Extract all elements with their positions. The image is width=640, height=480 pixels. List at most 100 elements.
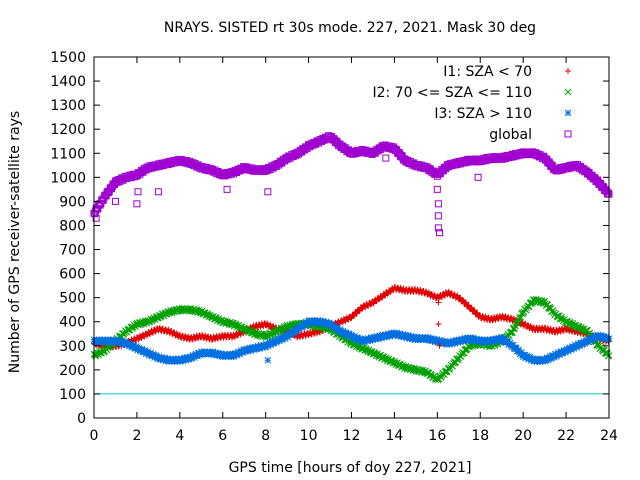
- data-point: [384, 290, 391, 297]
- data-point: [404, 332, 412, 339]
- data-point: [491, 338, 499, 345]
- data-point: [154, 188, 162, 196]
- x-tick-label: 24: [600, 428, 618, 444]
- data-point: [414, 336, 422, 344]
- data-point: [347, 315, 354, 322]
- data-point: [264, 356, 272, 364]
- data-point: [374, 333, 381, 341]
- data-point: [433, 336, 440, 343]
- data-point: [536, 358, 544, 366]
- x-tick-label: 18: [471, 428, 489, 444]
- data-point: [535, 355, 542, 363]
- data-point: [369, 336, 377, 344]
- data-point: [115, 337, 123, 344]
- data-point: [172, 355, 180, 363]
- data-point: [463, 337, 470, 344]
- data-point: [155, 353, 163, 361]
- data-point: [513, 319, 521, 327]
- y-tick-label: 700: [59, 243, 86, 259]
- data-point: [556, 351, 564, 359]
- data-point: [264, 188, 272, 196]
- data-point: [375, 334, 383, 341]
- data-point: [312, 319, 320, 327]
- y-tick-label: 100: [59, 387, 86, 403]
- y-tick-label: 500: [59, 291, 86, 307]
- data-point: [311, 316, 319, 324]
- series-0: [91, 283, 612, 351]
- legend-marker: [564, 130, 572, 138]
- data-point: [451, 339, 459, 347]
- data-point: [488, 338, 496, 346]
- legend-label: I1: SZA < 70: [443, 64, 532, 80]
- data-point: [376, 296, 383, 303]
- data-point: [435, 229, 443, 237]
- legend-marker: [564, 88, 572, 96]
- data-point: [247, 347, 255, 354]
- data-point: [600, 332, 607, 340]
- y-tick-label: 200: [59, 363, 86, 379]
- data-point: [565, 347, 572, 355]
- data-point: [474, 173, 482, 181]
- data-point: [392, 331, 400, 339]
- data-point: [512, 345, 520, 352]
- series-2: [90, 316, 613, 366]
- data-point: [394, 330, 401, 338]
- data-point: [209, 348, 217, 356]
- data-point: [95, 338, 102, 345]
- data-point: [227, 353, 235, 361]
- data-point: [233, 322, 240, 329]
- data-point: [433, 185, 441, 193]
- data-point: [473, 335, 480, 343]
- data-point: [454, 339, 462, 346]
- data-point: [436, 336, 443, 344]
- data-point: [532, 356, 540, 364]
- data-point: [111, 197, 119, 205]
- data-point: [223, 185, 231, 193]
- data-point: [279, 335, 286, 343]
- data-point: [134, 188, 142, 196]
- data-point: [459, 296, 466, 303]
- x-tick-label: 20: [514, 428, 532, 444]
- data-point: [201, 348, 208, 355]
- data-point: [576, 342, 584, 349]
- data-point: [396, 330, 404, 337]
- data-point: [259, 344, 266, 352]
- y-tick-label: 400: [59, 315, 86, 331]
- data-point: [604, 189, 612, 197]
- data-point: [130, 342, 138, 350]
- data-point: [511, 325, 519, 332]
- series-group: [90, 132, 613, 384]
- x-tick-label: 2: [132, 428, 141, 444]
- data-point: [351, 332, 358, 340]
- x-tick-label: 16: [428, 428, 446, 444]
- data-point: [304, 320, 312, 327]
- data-point: [107, 336, 115, 343]
- chart-title: NRAYS. SISTED rt 30s mode. 227, 2021. Ma…: [164, 20, 536, 36]
- data-point: [469, 334, 477, 342]
- legend: I1: SZA < 70 I2: 70 <= SZA <= 110 I3: SZA …: [372, 64, 572, 143]
- data-point: [479, 339, 487, 346]
- data-point: [424, 334, 432, 341]
- data-point: [267, 341, 275, 349]
- x-tick-label: 10: [300, 428, 318, 444]
- x-tick-label: 12: [343, 428, 361, 444]
- x-tick-label: 8: [261, 428, 270, 444]
- x-tick-label: 22: [557, 428, 575, 444]
- y-tick-label: 900: [59, 194, 86, 210]
- data-point: [521, 351, 529, 359]
- data-point: [147, 349, 155, 357]
- x-tick-label: 14: [386, 428, 404, 444]
- data-point: [468, 304, 475, 311]
- data-point: [207, 349, 214, 356]
- data-point: [407, 332, 415, 340]
- data-point: [568, 345, 575, 353]
- series-4: [92, 154, 482, 237]
- y-tick-label: 1100: [50, 146, 86, 162]
- y-tick-label: 1300: [50, 98, 86, 114]
- data-point: [225, 352, 233, 360]
- data-point: [578, 339, 585, 347]
- x-tick-label: 0: [90, 428, 99, 444]
- data-point: [212, 349, 220, 357]
- y-tick-label: 300: [59, 339, 86, 355]
- data-point: [182, 356, 190, 364]
